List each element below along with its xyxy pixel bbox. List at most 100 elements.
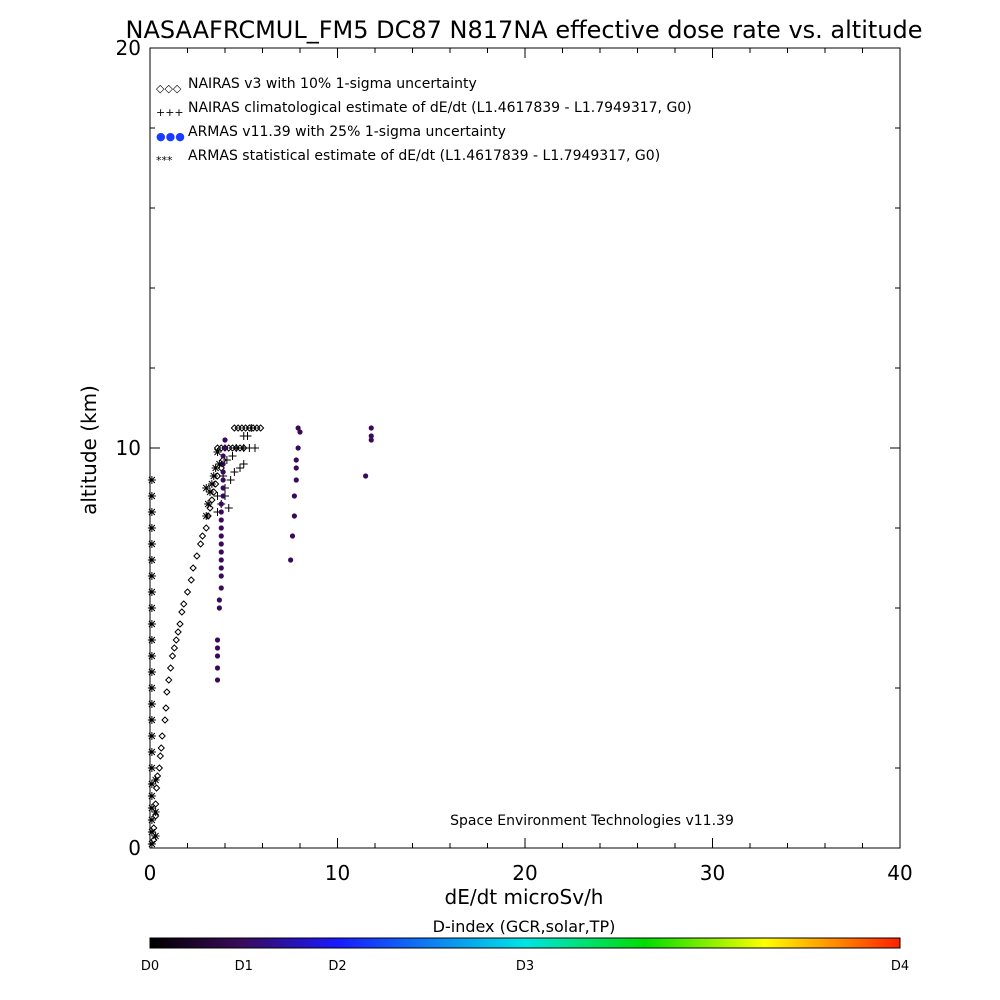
point-armas-v11: [218, 509, 224, 515]
colorbar-ticks: D0 D1 D2 D3 D4: [141, 959, 909, 974]
point-armas-statistical: [147, 716, 156, 724]
annotation-credit: Space Environment Technologies v11.39: [450, 813, 734, 829]
point-nairas-v3: [168, 652, 177, 660]
point-nairas-v3: [150, 824, 158, 832]
point-armas-v11: [214, 677, 221, 683]
point-armas-statistical: [147, 572, 156, 580]
point-armas-statistical: [147, 636, 156, 644]
point-nairas-v3: [183, 588, 192, 596]
x-tick-label: 20: [512, 861, 537, 885]
point-armas-v11: [222, 437, 228, 443]
colorbar-label: D3: [516, 959, 534, 974]
point-armas-statistical: [147, 840, 156, 848]
data-points: [147, 424, 374, 848]
legend-symbol: +++: [156, 106, 184, 119]
point-armas-v11: [220, 469, 226, 475]
point-nairas-v3: [156, 752, 165, 760]
point-armas-statistical: [211, 464, 220, 472]
point-armas-statistical: [207, 480, 216, 488]
point-armas-statistical: [202, 512, 211, 520]
legend-symbol: ●●●: [156, 130, 185, 143]
point-armas-v11: [216, 597, 222, 603]
legend: ◇◇◇ NAIRAS v3 with 10% 1-sigma uncertaint…: [156, 76, 692, 167]
point-armas-statistical: [147, 668, 156, 676]
colorbar: [149, 937, 901, 949]
legend-label: NAIRAS v3 with 10% 1-sigma uncertainty: [188, 76, 477, 92]
point-armas-v11: [288, 557, 294, 563]
point-nairas-v3: [189, 564, 197, 572]
point-armas-statistical: [204, 500, 213, 508]
axis-ticks: [149, 47, 901, 849]
point-armas-v11: [220, 493, 226, 499]
point-nairas-v3: [170, 644, 179, 652]
point-nairas-v3: [210, 488, 218, 496]
point-nairas-v3: [161, 716, 169, 724]
point-armas-statistical: [202, 484, 211, 492]
point-nairas-climatological: [226, 476, 235, 484]
y-tick-label: 10: [116, 436, 141, 460]
legend-symbol: ***: [156, 154, 173, 167]
colorbar-label: D4: [891, 959, 909, 974]
point-armas-v11: [368, 433, 374, 439]
point-armas-statistical: [151, 776, 160, 784]
colorbar-label: D0: [141, 959, 159, 974]
point-armas-v11: [295, 445, 301, 451]
point-armas-statistical: [147, 476, 156, 484]
point-armas-v11: [363, 473, 369, 479]
point-nairas-v3: [158, 732, 166, 740]
colorbar-label: D1: [235, 959, 253, 974]
point-nairas-climatological: [222, 456, 231, 464]
legend-symbol: ◇◇◇: [156, 82, 182, 95]
point-nairas-climatological: [224, 504, 233, 512]
point-nairas-climatological: [230, 468, 239, 476]
point-nairas-v3: [151, 812, 160, 820]
point-armas-statistical: [147, 492, 156, 500]
point-armas-v11: [218, 525, 224, 531]
point-armas-statistical: [147, 556, 156, 564]
x-tick-label: 10: [325, 861, 350, 885]
x-tick-label: 40: [887, 861, 912, 885]
point-armas-v11: [220, 453, 226, 459]
point-armas-statistical: [209, 472, 218, 480]
point-armas-v11: [289, 533, 296, 539]
point-nairas-v3: [166, 664, 175, 672]
point-armas-v11: [218, 573, 224, 579]
point-armas-statistical: [151, 808, 160, 816]
y-tick-label: 20: [116, 36, 141, 60]
point-armas-statistical: [147, 652, 156, 660]
point-armas-v11: [218, 565, 224, 571]
point-nairas-v3: [174, 628, 182, 636]
point-nairas-v3: [238, 424, 246, 432]
point-armas-v11: [295, 425, 301, 431]
point-armas-statistical: [147, 816, 156, 824]
point-nairas-v3: [153, 772, 162, 780]
point-nairas-climatological: [247, 424, 256, 432]
point-nairas-v3: [157, 744, 165, 752]
point-armas-statistical: [215, 460, 224, 468]
point-armas-statistical: [147, 732, 156, 740]
point-armas-v11: [368, 425, 374, 431]
point-nairas-v3: [176, 620, 184, 628]
point-armas-v11: [218, 557, 224, 563]
point-nairas-v3: [234, 424, 242, 432]
point-nairas-v3: [256, 424, 265, 432]
y-axis-label: altitude (km): [77, 385, 101, 515]
point-armas-statistical: [147, 764, 156, 772]
point-armas-statistical: [147, 780, 156, 788]
point-armas-statistical: [147, 588, 156, 596]
plot-frame: [149, 47, 901, 849]
point-armas-v11: [293, 477, 299, 483]
point-armas-v11: [220, 477, 226, 483]
point-nairas-climatological: [243, 432, 252, 440]
point-armas-v11: [218, 533, 224, 539]
point-armas-v11: [291, 513, 297, 519]
legend-label: ARMAS v11.39 with 25% 1-sigma uncertaint…: [188, 124, 506, 140]
point-nairas-v3: [198, 532, 207, 540]
point-armas-statistical: [147, 828, 156, 836]
point-armas-statistical: [151, 832, 160, 840]
point-armas-statistical: [213, 448, 222, 456]
point-nairas-v3: [163, 688, 171, 696]
point-armas-statistical: [147, 620, 156, 628]
point-nairas-climatological: [239, 460, 248, 468]
point-nairas-v3: [165, 676, 173, 684]
